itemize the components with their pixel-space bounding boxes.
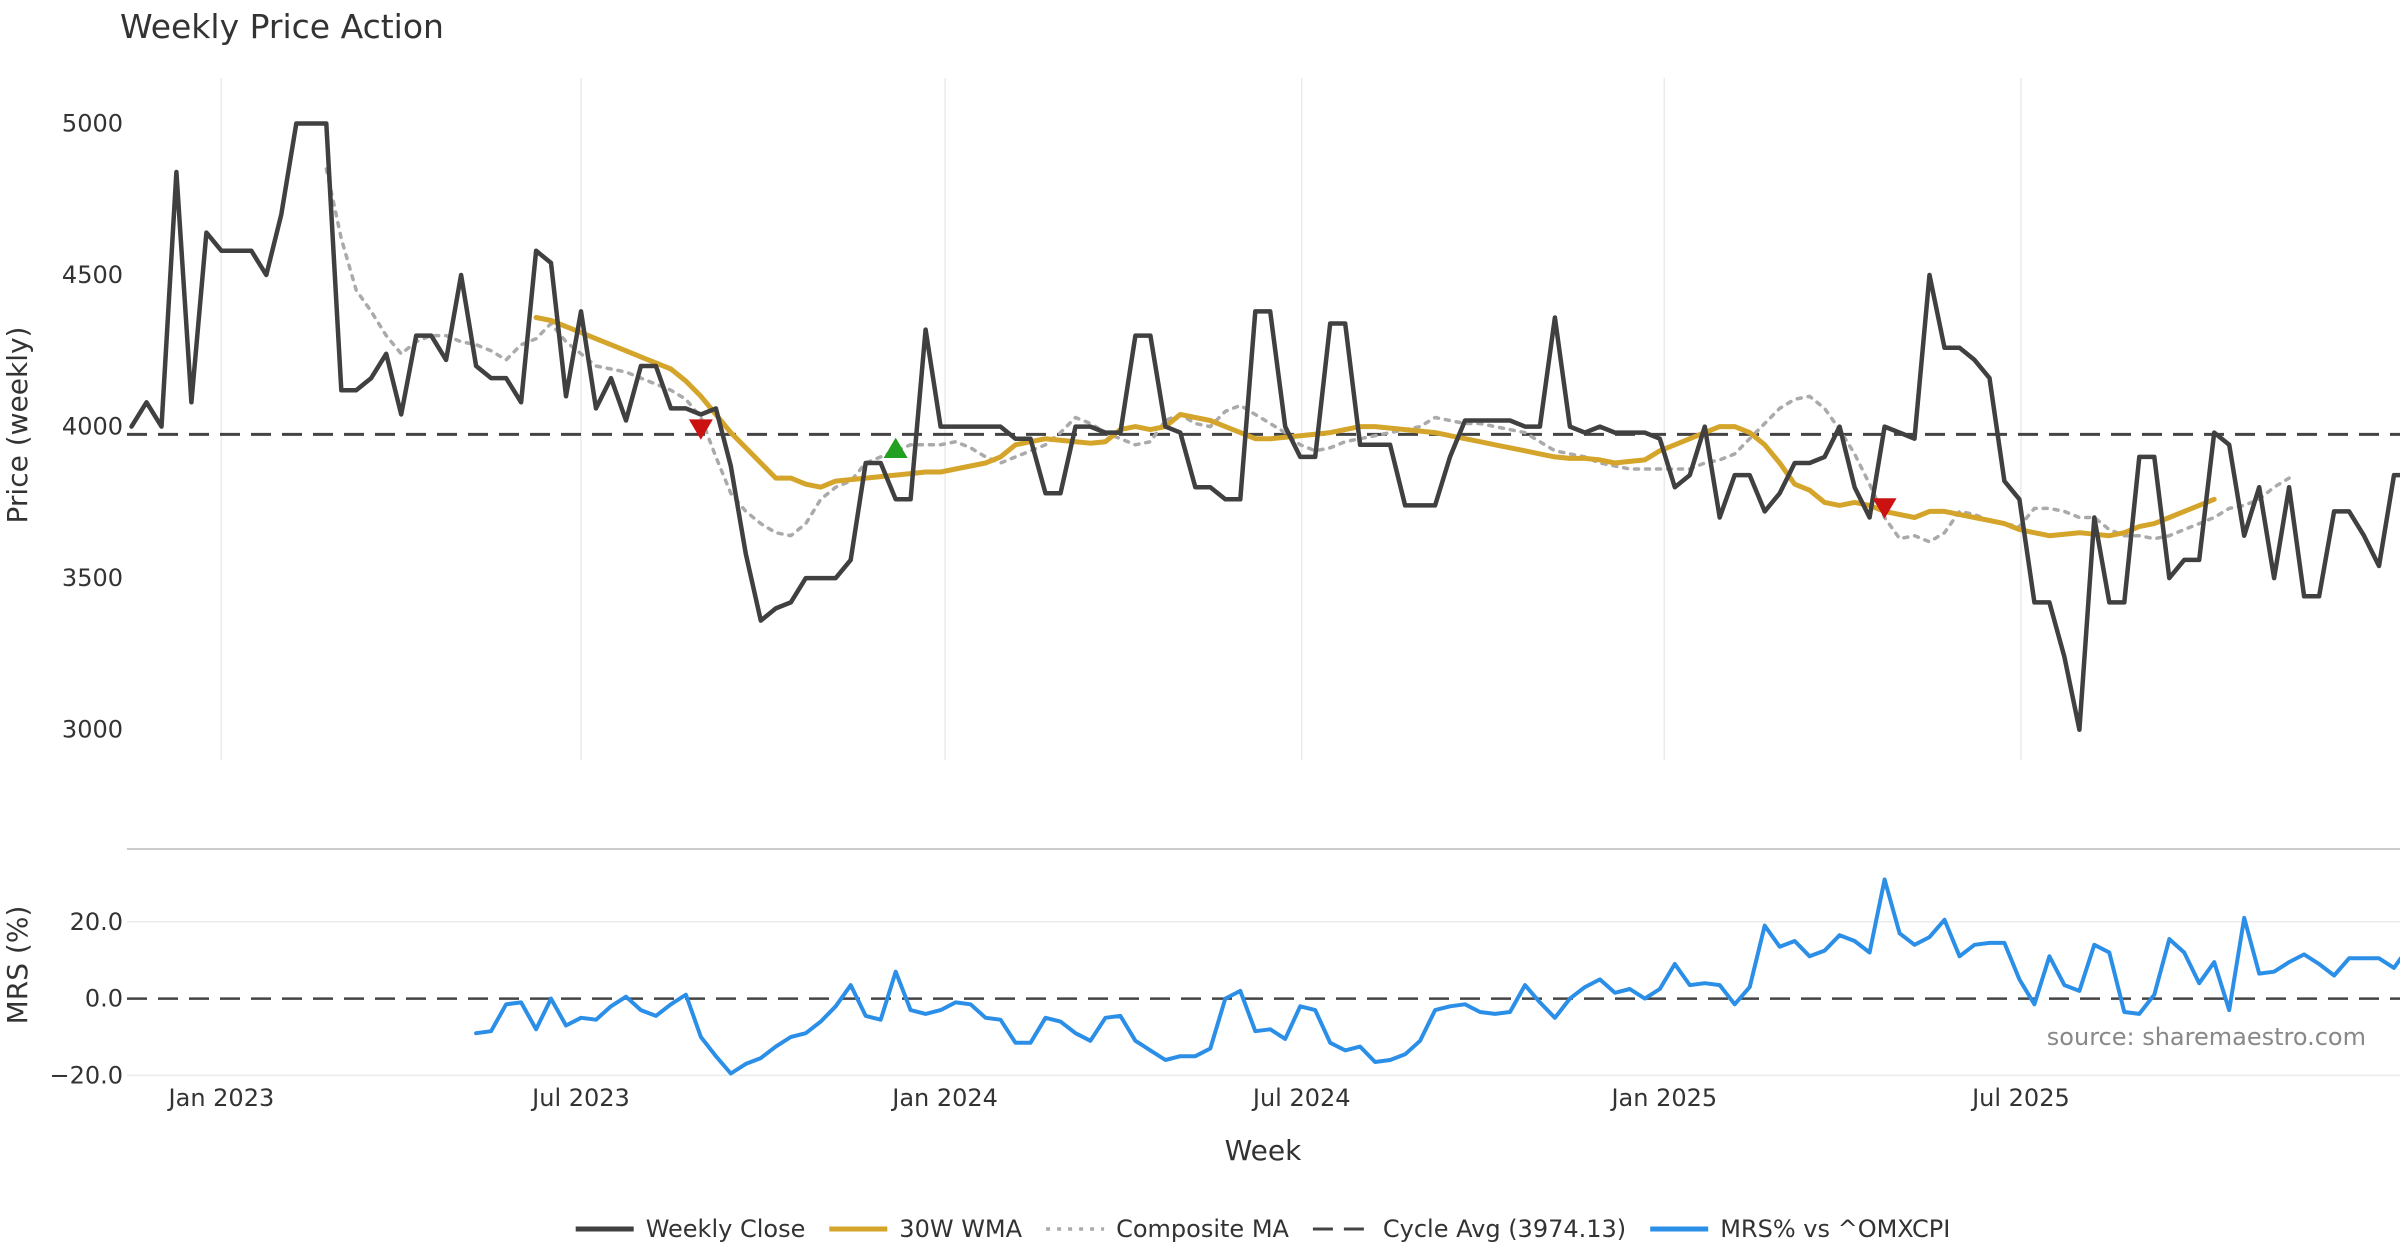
chart-title: Weekly Price Action <box>120 7 444 46</box>
x-tick-label: Jan 2023 <box>167 1084 275 1112</box>
legend-label: 30W WMA <box>899 1215 1022 1243</box>
legend-label: Composite MA <box>1116 1215 1289 1243</box>
legend-item-cycle-avg-3974-13: Cycle Avg (3974.13) <box>1312 1215 1626 1243</box>
legend-item-weekly-close: Weekly Close <box>575 1215 806 1243</box>
price-y-tick-label: 3500 <box>62 564 123 592</box>
legend-item-30w-wma: 30W WMA <box>829 1215 1023 1243</box>
price-y-tick-label: 4500 <box>62 261 123 289</box>
x-tick-label: Jul 2024 <box>1251 1084 1351 1112</box>
legend-item-composite-ma: Composite MA <box>1046 1215 1290 1243</box>
mrs-y-axis-label: MRS (%) <box>1 906 34 1025</box>
x-tick-label: Jul 2023 <box>530 1084 630 1112</box>
series-weekly-close <box>129 121 2400 732</box>
signal-markers <box>688 419 1897 519</box>
price-y-tick-label: 3000 <box>62 716 123 744</box>
series-composite-ma <box>324 167 2291 544</box>
x-tick-labels: Jan 2023 Jul 2023 Jan 2024 Jul 2024 Jan 2025… <box>167 1084 2070 1112</box>
mrs-y-tick-label: 20.0 <box>70 908 123 936</box>
x-tick-label: Jan 2024 <box>890 1084 998 1112</box>
x-tick-label: Jul 2025 <box>1970 1084 2070 1112</box>
mrs-y-tick-label: 0.0 <box>85 985 123 1013</box>
series-mrs-vs-omxcpi <box>474 877 2400 1076</box>
mrs-y-ticks: −20.0 0.0 20.0 <box>49 908 123 1090</box>
x-tick-label: Jan 2025 <box>1609 1084 1717 1112</box>
mrs-y-gridlines <box>127 921 2400 1077</box>
source-note: source: sharemaestro.com <box>2047 1023 2366 1051</box>
legend-label: MRS% vs ^OMXCPI <box>1720 1215 1950 1243</box>
legend: Weekly Close 30W WMA Composite MA Cycle Avg… <box>575 1215 1950 1243</box>
price-y-tick-label: 4000 <box>62 413 123 441</box>
sell-signal-marker <box>1872 498 1897 519</box>
buy-signal-marker <box>883 437 908 458</box>
x-axis-label: Week <box>1225 1134 1302 1167</box>
mrs-series-group <box>474 877 2400 1076</box>
price-x-gridlines <box>220 78 2022 760</box>
price-y-ticks: 3000 3500 4000 4500 5000 <box>62 109 123 743</box>
mrs-y-tick-label: −20.0 <box>49 1061 123 1089</box>
price-y-tick-label: 5000 <box>62 109 123 137</box>
legend-label: Cycle Avg (3974.13) <box>1383 1215 1626 1243</box>
series-30w-wma <box>533 315 2217 539</box>
sell-signal-marker <box>688 419 713 440</box>
price-y-axis-label: Price (weekly) <box>1 327 34 524</box>
legend-item-mrs-vs-omxcpi: MRS% vs ^OMXCPI <box>1650 1215 1950 1243</box>
price-series-group <box>129 121 2400 732</box>
legend-label: Weekly Close <box>646 1215 806 1243</box>
